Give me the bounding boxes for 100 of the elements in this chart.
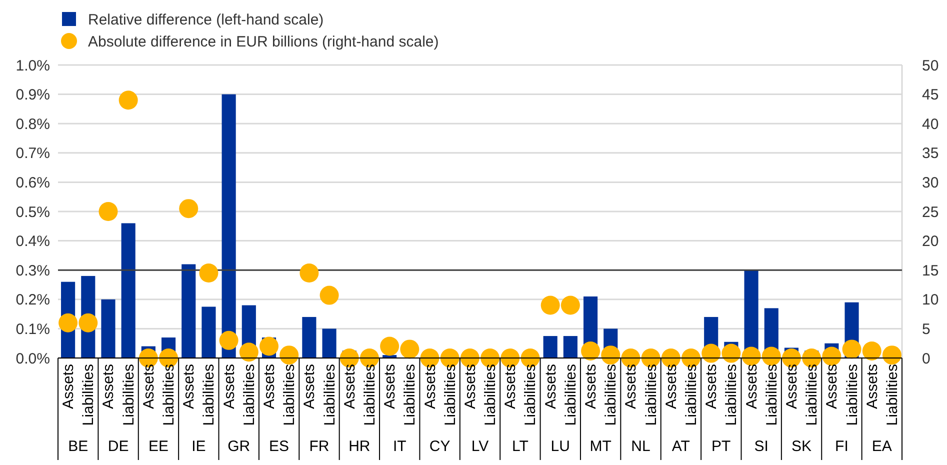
point [581, 341, 600, 360]
point [179, 199, 198, 218]
x-tick-label: Assets [622, 364, 640, 410]
legend-label: Absolute difference in EUR billions (right-hand scale) [88, 33, 439, 50]
x-tick-label: Liabilities [240, 364, 258, 426]
text: FR [309, 438, 330, 455]
point [320, 286, 339, 305]
point [560, 296, 580, 315]
x-tick-label: Liabilities [763, 364, 780, 426]
point [78, 313, 98, 332]
y-tick-label: 0.0% [16, 350, 50, 368]
x-tick-label: Liabilities [844, 364, 861, 426]
text: CY [429, 438, 450, 455]
bar [182, 264, 196, 358]
x-tick-label: Liabilities [321, 364, 338, 426]
x-tick-label: Assets [341, 364, 358, 410]
text: DE [108, 438, 129, 455]
y-tick-label: 0.5% [16, 204, 50, 221]
x-tick-label: Assets [824, 364, 841, 410]
x-tick-label: Liabilities [562, 364, 580, 426]
text: GR [228, 438, 250, 455]
point [300, 264, 319, 283]
point [540, 296, 560, 315]
point [601, 346, 620, 365]
point [219, 330, 238, 350]
x-tick-label: Assets [261, 364, 278, 410]
y-tick-label: 0.1% [16, 320, 50, 338]
y-tick-label: 0.3% [16, 262, 50, 280]
y2-tick-label: 45 [922, 86, 939, 104]
y2-tick-label: 25 [922, 204, 939, 221]
text: FI [835, 438, 848, 455]
point [862, 341, 882, 360]
x-tick-label: Assets [140, 364, 158, 410]
text: EE [148, 438, 168, 455]
point [380, 336, 400, 356]
y2-tick-label: 40 [922, 116, 939, 133]
point [98, 202, 118, 221]
x-tick-label: Liabilities [402, 364, 419, 426]
text: SI [754, 438, 768, 455]
y-tick-label: 0.6% [16, 174, 50, 192]
point [280, 346, 299, 365]
text: EA [872, 438, 892, 455]
point [199, 264, 218, 283]
x-tick-label: Liabilities [80, 364, 98, 426]
x-tick-label: Assets [864, 364, 881, 410]
point [118, 90, 138, 110]
y2-tick-label: 5 [922, 320, 930, 338]
x-tick-label: Assets [582, 364, 600, 410]
y-tick-label: 0.8% [16, 116, 50, 133]
x-tick-label: Assets [422, 364, 439, 410]
y2-tick-label: 20 [922, 233, 939, 250]
x-tick-label: Assets [382, 364, 399, 410]
y2-tick-label: 30 [922, 174, 939, 192]
bar [101, 299, 116, 358]
bar [302, 316, 316, 358]
point [702, 344, 721, 363]
point [742, 346, 761, 366]
text: IE [192, 438, 206, 455]
x-tick-label: Liabilities [804, 364, 821, 426]
point [762, 346, 781, 366]
y2-tick-label: 10 [922, 292, 939, 309]
x-tick-label: Assets [462, 364, 479, 410]
text: MT [590, 438, 612, 455]
bar [543, 336, 558, 358]
x-tick-label: Assets [783, 364, 800, 410]
y2-tick-label: 0 [922, 350, 930, 368]
x-tick-label: Liabilities [884, 364, 901, 426]
text: BE [68, 438, 88, 455]
point [842, 340, 862, 359]
x-tick-label: Liabilities [723, 364, 740, 426]
text: LV [471, 438, 489, 455]
point [58, 313, 78, 332]
x-tick-label: Liabilities [642, 364, 660, 426]
bar [222, 94, 236, 358]
x-tick-label: Liabilities [160, 364, 178, 426]
text: LT [512, 438, 528, 455]
bar [322, 328, 336, 358]
text: PT [712, 438, 731, 455]
legend-label: Relative difference (left-hand scale) [88, 11, 324, 28]
x-tick-label: Assets [301, 364, 318, 410]
x-tick-label: Assets [220, 364, 238, 410]
x-tick-label: Liabilities [683, 364, 700, 426]
point [882, 346, 902, 365]
y-tick-label: 0.7% [16, 145, 50, 162]
text: LU [550, 438, 570, 455]
x-tick-label: Assets [100, 364, 118, 410]
point [239, 342, 258, 362]
text: SK [792, 438, 812, 455]
x-tick-label: Assets [703, 364, 720, 410]
text: NL [631, 438, 650, 455]
x-tick-label: Assets [743, 364, 760, 410]
x-tick-label: Liabilities [361, 364, 378, 426]
text: IT [392, 438, 406, 455]
bar [563, 336, 578, 358]
text: HR [348, 438, 370, 455]
x-tick-label: Liabilities [522, 364, 540, 426]
x-tick-label: Assets [180, 364, 198, 410]
bar [121, 223, 136, 358]
y2-tick-label: 15 [922, 262, 939, 280]
y-tick-label: 0.9% [16, 86, 50, 104]
